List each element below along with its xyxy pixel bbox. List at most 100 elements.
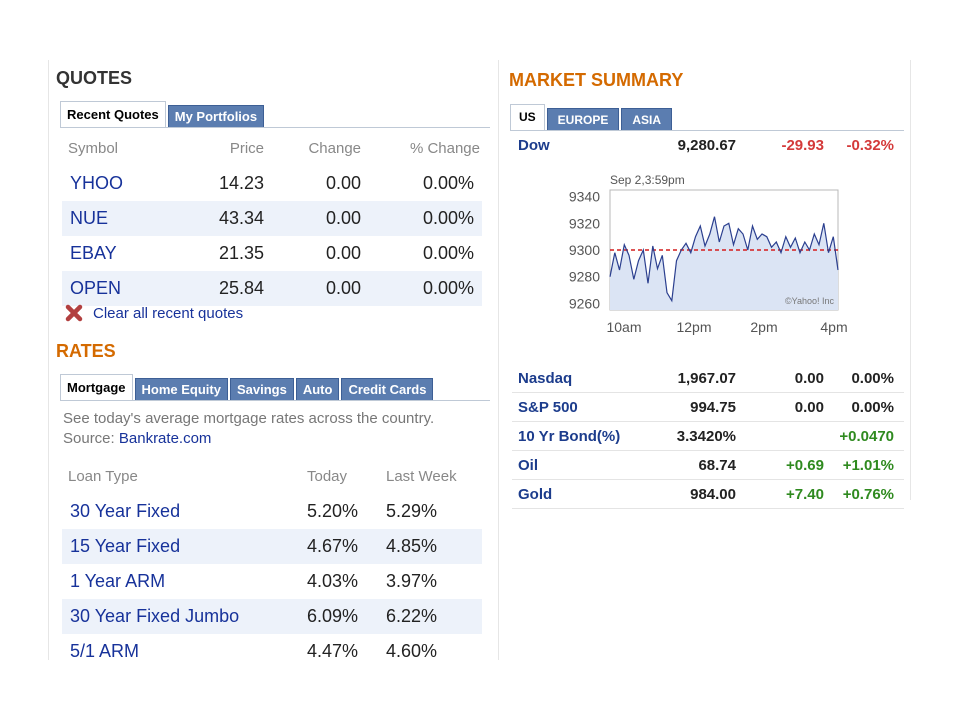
y-tick-label: 9320 [569, 215, 600, 231]
table-row: YHOO 14.23 0.00 0.00% [62, 166, 482, 201]
center-panel-border [498, 60, 499, 660]
index-name-link[interactable]: Nasdaq [512, 364, 639, 393]
chart-area-fill [610, 216, 838, 310]
index-change: +7.40 [737, 479, 825, 509]
table-row: Nasdaq 1,967.07 0.00 0.00% [512, 364, 904, 393]
index-change: +0.69 [737, 450, 825, 480]
tab-recent-quotes[interactable]: Recent Quotes [60, 101, 166, 128]
quote-change: 0.00 [325, 278, 361, 298]
table-row: OPEN 25.84 0.00 0.00% [62, 271, 482, 306]
index-pct: +1.01% [825, 450, 904, 480]
market-tabs: US EUROPE ASIA [510, 103, 674, 131]
index-pct: 0.00% [825, 392, 904, 422]
rates-tab-divider [60, 400, 490, 401]
col-last-week: Last Week [386, 468, 457, 485]
index-pct: +0.0470 [825, 421, 904, 451]
tab-europe[interactable]: EUROPE [546, 108, 620, 130]
rates-description-block: See today's average mortgage rates acros… [63, 409, 434, 449]
tab-asia[interactable]: ASIA [621, 108, 673, 130]
rates-source: Source: Bankrate.com [63, 429, 434, 449]
table-row: EBAY 21.35 0.00 0.00% [62, 236, 482, 271]
index-name-link[interactable]: Gold [512, 479, 639, 509]
table-row: 1 Year ARM 4.03% 3.97% [62, 564, 482, 599]
y-tick-label: 9340 [569, 189, 600, 205]
quote-symbol-link[interactable]: OPEN [70, 278, 122, 298]
quotes-tabs: Recent Quotes My Portfolios [60, 100, 266, 128]
rate-last-week: 6.22% [386, 606, 438, 626]
x-tick-label: 2pm [750, 319, 777, 335]
table-row: 30 Year Fixed 5.20% 5.29% [62, 494, 482, 529]
tab-home-equity[interactable]: Home Equity [134, 378, 228, 400]
quote-symbol-link[interactable]: YHOO [70, 173, 124, 193]
chart-timestamp: Sep 2,3:59pm [610, 173, 685, 187]
chart-watermark: ©Yahoo! Inc [785, 296, 834, 306]
table-row: 15 Year Fixed 4.67% 4.85% [62, 529, 482, 564]
quotes-table: Symbol Price Change % Change YHOO 14.23 … [62, 131, 482, 306]
loan-type-link[interactable]: 15 Year Fixed [70, 536, 181, 556]
quote-pct: 0.00% [422, 208, 474, 228]
y-tick-label: 9300 [569, 242, 600, 258]
tab-auto[interactable]: Auto [295, 378, 340, 400]
quote-change: 0.00 [325, 243, 361, 263]
y-tick-label: 9260 [569, 295, 600, 311]
x-tick-label: 10am [606, 319, 641, 335]
loan-type-link[interactable]: 5/1 ARM [70, 641, 140, 661]
rates-table: Loan Type Today Last Week 30 Year Fixed … [62, 459, 482, 669]
index-pct: -0.32% [846, 136, 894, 154]
index-change [737, 421, 825, 451]
quote-pct: 0.00% [422, 278, 474, 298]
index-name-link[interactable]: S&P 500 [512, 392, 639, 422]
index-name-link[interactable]: Dow [518, 136, 550, 154]
tab-savings[interactable]: Savings [229, 378, 294, 400]
col-price: Price [229, 140, 264, 157]
dow-row: Dow 9,280.67 -29.93 -0.32% [512, 131, 904, 159]
quote-price: 21.35 [218, 243, 264, 263]
left-panel-border [48, 60, 49, 660]
quote-symbol-link[interactable]: NUE [70, 208, 109, 228]
x-tick-label: 12pm [676, 319, 711, 335]
loan-type-link[interactable]: 30 Year Fixed Jumbo [70, 606, 240, 626]
rates-tabs: Mortgage Home Equity Savings Auto Credit… [60, 373, 435, 401]
rate-last-week: 4.85% [386, 536, 438, 556]
rate-last-week: 5.29% [386, 501, 438, 521]
close-icon [65, 304, 83, 322]
tab-us[interactable]: US [510, 104, 545, 131]
bankrate-link[interactable]: Bankrate.com [118, 430, 212, 447]
right-panel-border [910, 60, 911, 500]
col-loan-type: Loan Type [68, 468, 138, 485]
quotes-header-row: Symbol Price Change % Change [62, 131, 482, 166]
table-row: S&P 500 994.75 0.00 0.00% [512, 392, 904, 422]
tab-credit-cards[interactable]: Credit Cards [341, 378, 434, 400]
quote-price: 14.23 [218, 173, 264, 193]
tab-mortgage[interactable]: Mortgage [60, 374, 133, 401]
loan-type-link[interactable]: 30 Year Fixed [70, 501, 181, 521]
index-change: 0.00 [737, 392, 825, 422]
rate-today: 5.20% [307, 501, 359, 521]
index-pct: 0.00% [825, 364, 904, 393]
table-row: Gold 984.00 +7.40 +0.76% [512, 479, 904, 509]
dow-table: Dow 9,280.67 -29.93 -0.32% [512, 131, 904, 159]
rates-title: RATES [56, 341, 116, 361]
rate-today: 4.67% [307, 536, 359, 556]
col-today: Today [307, 468, 348, 485]
index-name-link[interactable]: Oil [512, 450, 639, 480]
quote-change: 0.00 [325, 173, 361, 193]
tab-my-portfolios[interactable]: My Portfolios [167, 105, 265, 127]
x-tick-label: 4pm [820, 319, 847, 335]
table-row: Oil 68.74 +0.69 +1.01% [512, 450, 904, 480]
rates-source-label: Source: [63, 430, 115, 447]
index-change: 0.00 [737, 364, 825, 393]
col-pct-change: % Change [409, 140, 480, 157]
table-row: 30 Year Fixed Jumbo 6.09% 6.22% [62, 599, 482, 634]
rate-today: 6.09% [307, 606, 359, 626]
quotes-tab-divider [60, 127, 490, 128]
dow-series-line [609, 216, 839, 303]
rate-today: 4.03% [307, 571, 359, 591]
index-value: 1,967.07 [639, 364, 737, 393]
clear-recent-quotes-button[interactable]: Clear all recent quotes [64, 303, 243, 323]
rates-header-row: Loan Type Today Last Week [62, 459, 482, 494]
index-name-link[interactable]: 10 Yr Bond(%) [512, 421, 639, 451]
quote-price: 43.34 [218, 208, 264, 228]
loan-type-link[interactable]: 1 Year ARM [70, 571, 166, 591]
quote-symbol-link[interactable]: EBAY [70, 243, 117, 263]
